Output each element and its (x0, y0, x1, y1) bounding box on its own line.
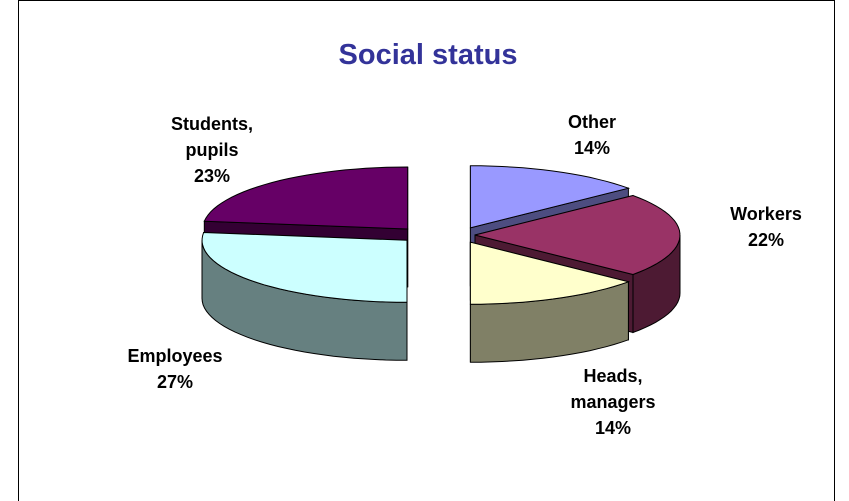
slice (469, 241, 631, 363)
slice-top (203, 166, 409, 230)
slice-value-label: 27% (157, 372, 193, 392)
chart-frame (18, 0, 835, 501)
slice (201, 231, 408, 361)
slice-value-label: 22% (748, 230, 784, 250)
slice-value-label: 14% (595, 418, 631, 438)
slice-label: Workers (730, 204, 802, 224)
slice-label: Other (568, 112, 616, 132)
slice-label: Heads, managers (570, 366, 655, 412)
slice-top (469, 241, 631, 305)
slice-label: Students, pupils (171, 114, 253, 160)
slice-value-label: 23% (194, 166, 230, 186)
slice-top (469, 165, 631, 229)
slice-top (474, 194, 681, 276)
slice-top (201, 231, 408, 303)
slice-label: Employees (127, 346, 222, 366)
slice-value-label: 14% (574, 138, 610, 158)
chart-title: Social status (339, 39, 518, 71)
